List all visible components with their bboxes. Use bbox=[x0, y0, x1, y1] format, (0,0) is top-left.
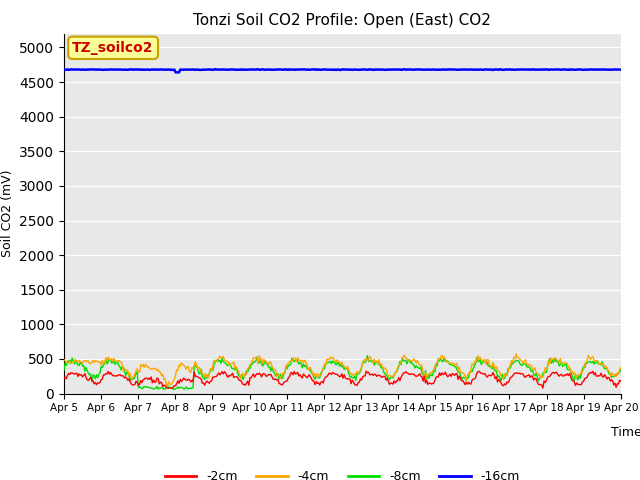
-16cm bbox=[617, 67, 625, 72]
-8cm bbox=[60, 367, 68, 373]
-16cm bbox=[401, 66, 408, 72]
-2cm bbox=[617, 378, 625, 384]
-4cm bbox=[164, 384, 172, 389]
-4cm bbox=[470, 359, 478, 365]
Line: -16cm: -16cm bbox=[64, 69, 621, 72]
-8cm bbox=[568, 373, 576, 379]
-16cm bbox=[298, 67, 305, 72]
Line: -2cm: -2cm bbox=[64, 371, 621, 388]
-8cm bbox=[472, 361, 479, 367]
-4cm bbox=[296, 357, 304, 363]
X-axis label: Time: Time bbox=[611, 426, 640, 439]
-2cm bbox=[164, 385, 172, 391]
-2cm bbox=[296, 372, 304, 378]
-4cm bbox=[373, 358, 381, 364]
-2cm bbox=[374, 372, 381, 378]
Legend: -2cm, -4cm, -8cm, -16cm: -2cm, -4cm, -8cm, -16cm bbox=[160, 465, 525, 480]
-4cm bbox=[617, 365, 625, 371]
-2cm bbox=[472, 375, 479, 381]
-8cm bbox=[296, 360, 304, 365]
Y-axis label: Soil CO2 (mV): Soil CO2 (mV) bbox=[1, 170, 13, 257]
-2cm bbox=[234, 376, 242, 382]
-8cm bbox=[374, 361, 381, 367]
-8cm bbox=[617, 366, 625, 372]
-4cm bbox=[60, 357, 68, 363]
-16cm bbox=[472, 67, 479, 72]
-2cm bbox=[401, 370, 408, 376]
-2cm bbox=[60, 375, 68, 381]
-8cm bbox=[364, 353, 371, 359]
Text: TZ_soilco2: TZ_soilco2 bbox=[72, 41, 154, 55]
-16cm bbox=[374, 67, 381, 72]
Line: -4cm: -4cm bbox=[64, 354, 621, 386]
-8cm bbox=[160, 386, 168, 392]
-2cm bbox=[568, 377, 576, 383]
-16cm bbox=[236, 67, 243, 72]
-16cm bbox=[172, 70, 179, 75]
-16cm bbox=[568, 67, 576, 72]
-4cm bbox=[234, 368, 242, 374]
-2cm bbox=[362, 368, 370, 374]
Line: -8cm: -8cm bbox=[64, 356, 621, 389]
-4cm bbox=[399, 354, 407, 360]
-16cm bbox=[211, 66, 219, 72]
-4cm bbox=[513, 351, 520, 357]
Title: Tonzi Soil CO2 Profile: Open (East) CO2: Tonzi Soil CO2 Profile: Open (East) CO2 bbox=[193, 13, 492, 28]
-4cm bbox=[568, 368, 576, 374]
-8cm bbox=[234, 372, 242, 378]
-16cm bbox=[60, 67, 68, 72]
-8cm bbox=[401, 358, 408, 363]
